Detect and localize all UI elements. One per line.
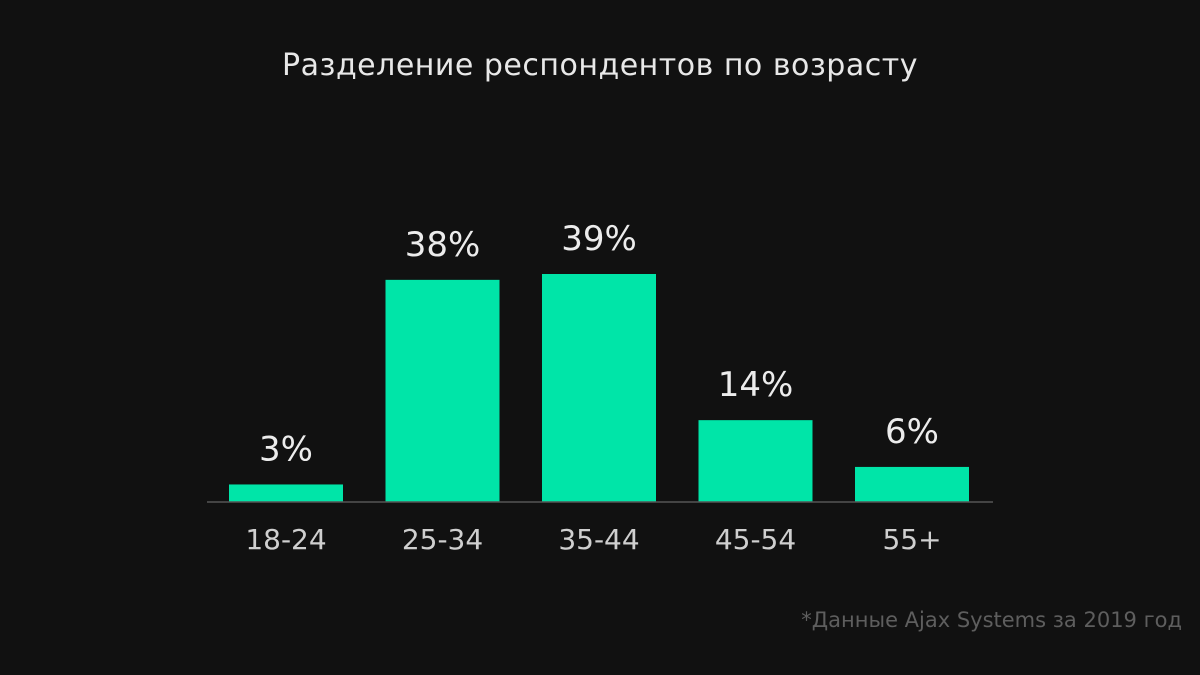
category-label-45-54: 45-54 — [715, 523, 796, 556]
footnote: *Данные Ajax Systems за 2019 год — [801, 608, 1182, 632]
value-label-45-54: 14% — [718, 365, 794, 405]
value-label-25-34: 38% — [405, 225, 481, 265]
bar-35-44 — [542, 274, 656, 502]
bars-group: 3% 18-24 38% 25-34 39% 35-44 14% 45-54 6% 55+ — [229, 219, 969, 556]
category-label-18-24: 18-24 — [245, 523, 326, 556]
bar-55+ — [855, 466, 969, 502]
bar-25-34 — [385, 279, 500, 502]
value-label-35-44: 39% — [561, 219, 637, 259]
category-label-35-44: 35-44 — [558, 523, 639, 556]
value-label-55+: 6% — [885, 412, 939, 452]
category-label-55+: 55+ — [882, 523, 941, 556]
chart-title: Разделение респондентов по возрасту — [282, 48, 918, 83]
category-label-25-34: 25-34 — [402, 523, 483, 556]
bar-45-54 — [698, 420, 813, 502]
value-label-18-24: 3% — [259, 429, 313, 469]
bar-18-24 — [229, 484, 343, 502]
